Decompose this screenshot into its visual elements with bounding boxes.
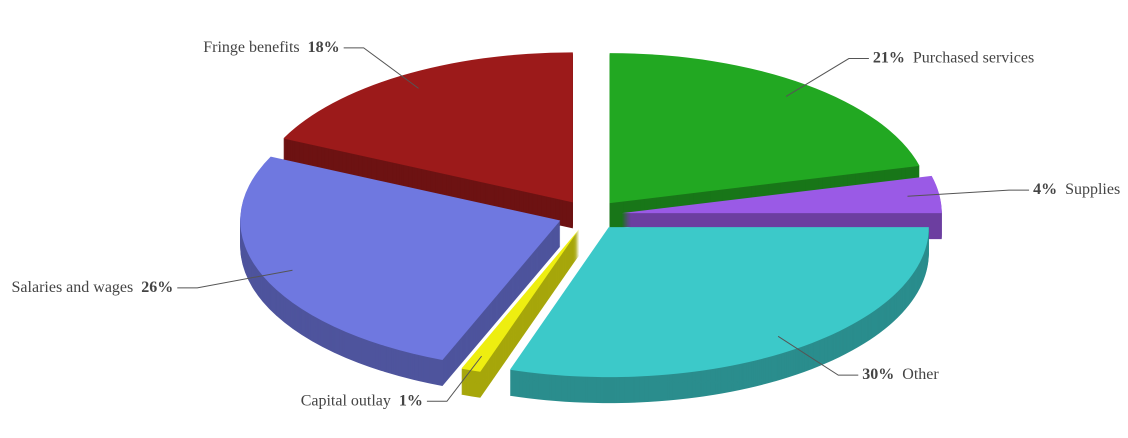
category-label: Other (902, 366, 939, 383)
data-label: 4% Supplies (1033, 181, 1120, 198)
percent-label: 4% (1033, 181, 1057, 198)
slice (461, 229, 580, 372)
leader-line (785, 58, 869, 97)
percent-label: 18% (308, 38, 340, 55)
category-label: Supplies (1065, 181, 1120, 198)
percent-label: 26% (141, 279, 173, 296)
slice (621, 175, 942, 214)
data-label: Salaries and wages 26% (12, 279, 174, 296)
leader-line (426, 355, 483, 402)
data-label: Fringe benefits 18% (203, 38, 339, 55)
percent-label: 30% (862, 366, 894, 383)
leader-line (177, 269, 293, 289)
percent-label: 21% (873, 49, 905, 66)
data-label: Capital outlay 1% (301, 392, 423, 409)
leader-line (777, 335, 859, 376)
category-label: Purchased services (913, 49, 1034, 66)
data-label: 21% Purchased services (873, 49, 1034, 66)
data-label: 30% Other (862, 366, 939, 383)
leader-line (343, 47, 419, 89)
category-label: Salaries and wages (12, 279, 134, 296)
slice (240, 156, 561, 360)
percent-label: 1% (399, 392, 423, 409)
leader-line (907, 189, 1030, 197)
slice (283, 52, 573, 203)
slice (509, 227, 929, 378)
slice (609, 53, 920, 204)
category-label: Fringe benefits (203, 38, 299, 55)
category-label: Capital outlay (301, 392, 391, 409)
